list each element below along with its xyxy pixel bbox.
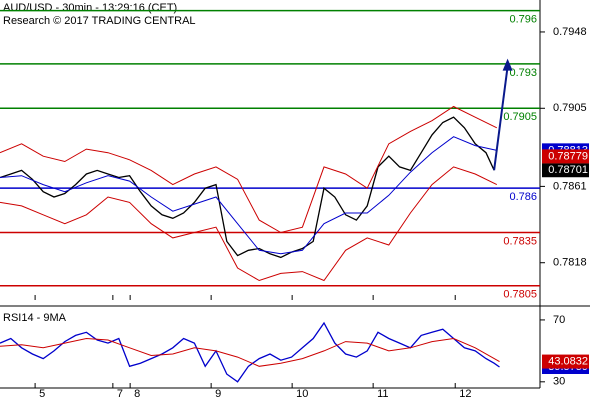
x-tick-label: 7 [117,388,123,400]
level-label: 0.786 [509,191,537,203]
x-tick-label: 12 [459,388,471,400]
series-line [0,337,500,367]
series-line [0,105,498,234]
y-tick-label: 0.7905 [553,102,587,114]
rsi-value-label-box [542,354,589,369]
x-tick-label: 9 [215,388,221,400]
chart-title: AUD/USD - 30min - 13:29:16 (CET) [3,2,177,14]
x-tick-label: 10 [296,388,308,400]
series-line [0,136,497,255]
rsi-value-label: 43.0832 [548,355,588,367]
level-label: 0.796 [509,14,537,26]
level-label: 0.793 [509,67,537,79]
x-tick-label: 8 [134,388,140,400]
y-tick-label: 70 [553,314,565,326]
x-tick-label: 11 [377,388,388,400]
series-line [0,321,500,383]
x-tick-label: 5 [39,388,45,400]
chart-subtitle: Research © 2017 TRADING CENTRAL [3,15,196,27]
series-line [0,166,498,282]
y-tick-label: 0.7861 [553,180,587,192]
y-tick-label: 0.7948 [553,26,587,38]
forecast-arrow [493,66,509,171]
series-line [0,116,495,259]
forecast-arrow-head [502,58,513,71]
rsi-title: RSI14 - 9MA [3,312,67,324]
level-label: 0.7905 [503,111,537,123]
y-tick-label: 0.7818 [553,257,587,269]
band-label: 0.78779 [548,150,588,162]
last-price-label: 0.78701 [548,164,588,176]
level-label: 0.7835 [503,235,537,247]
last-price-label-box [542,163,589,178]
y-tick-label: 30 [553,376,565,388]
level-label: 0.7805 [503,289,537,301]
band-label-box [542,149,589,164]
